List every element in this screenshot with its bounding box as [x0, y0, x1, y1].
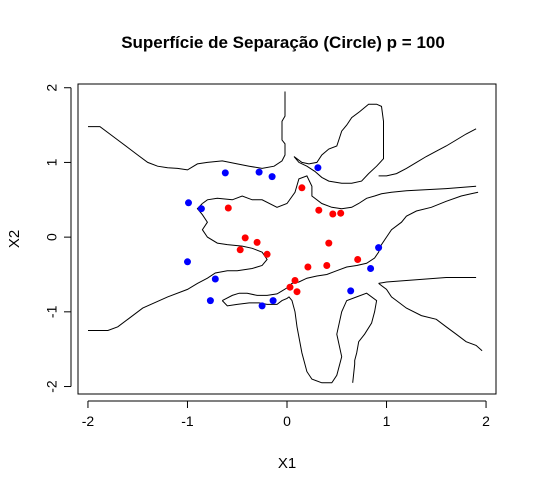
- x-tick-label: 1: [383, 413, 391, 429]
- data-point: [354, 256, 362, 263]
- chart-title: Superfície de Separação (Circle) p = 100: [121, 33, 445, 52]
- data-point: [325, 239, 333, 247]
- y-tick-label: 0: [44, 233, 60, 241]
- points-group: [184, 164, 383, 310]
- x-axis: -2 -1 0 1 2: [82, 400, 490, 429]
- x-axis-label: X1: [278, 455, 296, 472]
- y-tick-label: -1: [44, 305, 60, 318]
- data-point: [298, 184, 306, 192]
- data-point: [241, 234, 249, 242]
- data-point: [347, 287, 355, 295]
- y-tick-label: 2: [44, 84, 60, 92]
- data-point: [286, 283, 294, 291]
- data-point: [314, 164, 322, 172]
- x-tick-label: -1: [181, 413, 194, 429]
- plot-frame: [77, 83, 497, 395]
- data-point: [184, 258, 191, 266]
- decision-boundary-line: [378, 283, 483, 352]
- data-point: [253, 238, 261, 246]
- data-point: [206, 297, 214, 305]
- decision-boundary-line: [88, 203, 268, 331]
- decision-boundary-line: [221, 292, 378, 384]
- data-point: [269, 297, 277, 305]
- decision-boundary-line: [378, 277, 477, 284]
- data-point: [185, 199, 192, 207]
- data-point: [337, 209, 345, 217]
- data-point: [236, 246, 244, 254]
- data-point: [268, 173, 276, 181]
- data-point: [255, 168, 263, 176]
- data-point: [197, 205, 205, 213]
- data-point: [367, 265, 375, 272]
- data-point: [211, 275, 219, 283]
- data-point: [224, 204, 232, 212]
- y-axis-label: X2: [6, 230, 23, 248]
- data-point: [221, 169, 229, 177]
- data-point: [263, 250, 271, 258]
- data-point: [323, 262, 331, 269]
- decision-boundary-line: [202, 175, 477, 210]
- data-point: [315, 206, 323, 214]
- decision-boundary-line: [222, 191, 479, 302]
- decision-boundary-group: [88, 91, 483, 384]
- data-point: [291, 277, 299, 284]
- data-point: [329, 210, 337, 218]
- x-tick-label: 0: [283, 413, 291, 429]
- decision-boundary-line: [88, 91, 286, 171]
- data-point: [258, 302, 266, 310]
- y-tick-label: 1: [44, 158, 60, 166]
- data-point: [293, 288, 301, 296]
- x-tick-label: 2: [482, 413, 490, 429]
- data-point: [375, 244, 383, 252]
- decision-boundary-line: [378, 128, 477, 177]
- decision-boundary-line: [293, 103, 384, 184]
- y-axis: -2 -1 0 1 2: [44, 84, 72, 393]
- data-point: [304, 263, 312, 271]
- y-tick-label: -2: [44, 380, 60, 393]
- x-tick-label: -2: [82, 413, 95, 429]
